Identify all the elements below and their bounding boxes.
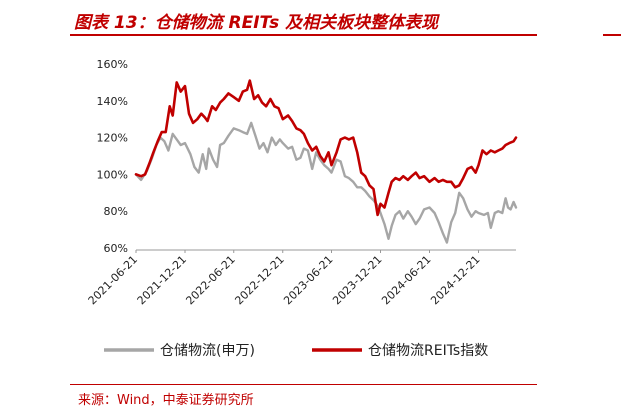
chart-title: 图表 13：仓储物流 REITs 及相关板块整体表现	[74, 13, 439, 33]
title-rule	[70, 34, 537, 36]
y-tick-label: 80%	[104, 205, 128, 218]
y-tick-label: 60%	[104, 242, 128, 255]
y-tick-label: 160%	[97, 58, 128, 71]
legend-label-1: 仓储物流(申万)	[160, 343, 255, 359]
x-tick-label: 2024-12-21	[428, 253, 482, 307]
legend-label-2: 仓储物流REITs指数	[368, 343, 488, 359]
x-tick-label: 2022-12-21	[232, 253, 286, 307]
x-tick-label: 2023-12-21	[330, 253, 384, 307]
source-rule	[70, 384, 537, 385]
x-tick-label: 2023-06-21	[281, 253, 335, 307]
x-tick-label: 2021-12-21	[135, 253, 189, 307]
y-tick-label: 100%	[97, 168, 128, 181]
x-tick-label: 2021-06-21	[86, 253, 140, 307]
y-tick-label: 120%	[97, 132, 128, 145]
x-tick-label: 2022-06-21	[183, 253, 237, 307]
y-tick-label: 140%	[97, 95, 128, 108]
x-tick-label: 2024-06-21	[379, 253, 433, 307]
series-line-1	[134, 121, 518, 244]
series-line-2	[134, 79, 518, 217]
source-note: 来源：Wind，中泰证券研究所	[78, 393, 254, 408]
edge-rule	[603, 34, 621, 36]
